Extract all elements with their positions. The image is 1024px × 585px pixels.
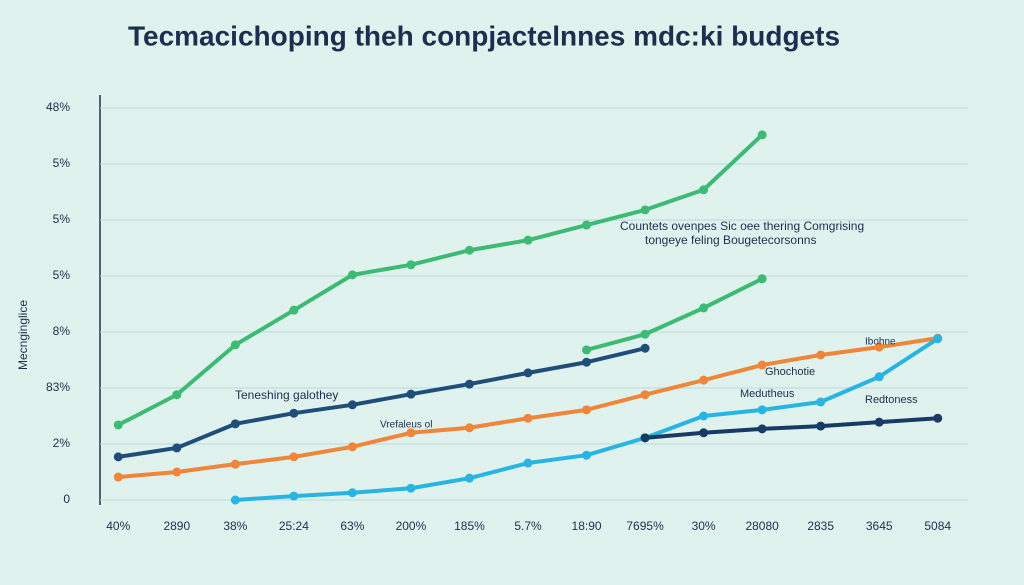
series-line	[116, 132, 765, 427]
annotation: Medutheus	[740, 388, 795, 400]
data-point	[464, 245, 474, 255]
data-point	[582, 345, 592, 355]
data-point	[582, 450, 592, 460]
y-tick-label: 5%	[53, 156, 71, 170]
data-point	[757, 360, 767, 370]
data-point	[874, 342, 884, 352]
x-tick-label: 40%	[106, 519, 130, 533]
data-point	[699, 428, 709, 438]
x-tick-label: 2835	[807, 519, 834, 533]
data-point	[347, 442, 357, 452]
data-point	[230, 340, 240, 350]
annotation: Countets ovenpes Sic oee thering Comgris…	[620, 219, 864, 233]
x-tick-label: 63%	[340, 519, 364, 533]
data-point	[757, 424, 767, 434]
data-point	[230, 459, 240, 469]
data-point	[230, 419, 240, 429]
data-point	[582, 220, 592, 230]
data-point	[113, 472, 123, 482]
data-point	[464, 379, 474, 389]
data-point	[933, 334, 943, 344]
series-line	[116, 346, 648, 459]
data-point	[172, 443, 182, 453]
data-point	[347, 488, 357, 498]
data-point	[699, 303, 709, 313]
data-point	[640, 329, 650, 339]
annotation: Teneshing galothey	[235, 388, 338, 402]
y-tick-label: 8%	[53, 324, 71, 338]
data-point	[523, 235, 533, 245]
data-point	[699, 185, 709, 195]
y-tick-label: 83%	[46, 380, 70, 394]
data-point	[874, 372, 884, 382]
data-point	[699, 411, 709, 421]
x-tick-label: 7695%	[626, 519, 664, 533]
data-point	[816, 350, 826, 360]
x-tick-label: 30%	[692, 519, 716, 533]
x-tick-label: 18:90	[572, 519, 602, 533]
data-point	[406, 428, 416, 438]
data-point	[406, 389, 416, 399]
data-point	[289, 305, 299, 315]
x-tick-label: 3645	[866, 519, 893, 533]
data-point	[172, 467, 182, 477]
x-tick-label: 2890	[163, 519, 190, 533]
annotation: Ibohne	[865, 337, 896, 348]
data-point	[230, 495, 240, 505]
x-tick-label: 200%	[396, 519, 427, 533]
y-tick-label: 5%	[53, 212, 71, 226]
y-tick-label: 48%	[46, 100, 70, 114]
data-point	[640, 433, 650, 443]
x-tick-label: 25:24	[279, 519, 309, 533]
x-tick-label: 5084	[924, 519, 951, 533]
y-tick-label: 2%	[53, 436, 71, 450]
data-point	[816, 397, 826, 407]
data-point	[757, 405, 767, 415]
data-point	[523, 413, 533, 423]
annotation: Vrefaleus ol	[380, 420, 432, 431]
data-point	[464, 423, 474, 433]
data-point	[406, 483, 416, 493]
data-point	[347, 400, 357, 410]
data-point	[172, 390, 182, 400]
data-point	[816, 421, 826, 431]
data-point	[289, 408, 299, 418]
data-point	[523, 368, 533, 378]
y-axis-title: Mecnginglice	[16, 300, 30, 370]
data-point	[699, 375, 709, 385]
annotation: Ghochotie	[765, 366, 815, 378]
data-point	[113, 452, 123, 462]
data-point	[464, 473, 474, 483]
data-point	[523, 458, 533, 468]
annotation: tongeye feling Bougetecorsonns	[645, 233, 816, 247]
series-line	[116, 336, 940, 480]
series-line	[643, 416, 940, 440]
data-point	[289, 452, 299, 462]
data-point	[640, 390, 650, 400]
chart-title: Tecmacichoping theh conpjactelnnes mdc:k…	[128, 20, 840, 51]
y-tick-label: 5%	[53, 268, 71, 282]
annotation: Redtoness	[865, 394, 918, 406]
series-line	[584, 276, 765, 352]
x-tick-label: 38%	[223, 519, 247, 533]
x-tick-label: 28080	[745, 519, 779, 533]
data-point	[289, 491, 299, 501]
x-tick-label: 5.7%	[514, 519, 542, 533]
data-point	[640, 343, 650, 353]
data-point	[113, 420, 123, 430]
data-point	[582, 357, 592, 367]
data-point	[874, 417, 884, 427]
data-point	[406, 260, 416, 270]
data-point	[347, 270, 357, 280]
data-point	[582, 405, 592, 415]
data-point	[757, 274, 767, 284]
data-point	[757, 130, 767, 140]
y-tick-label: 0	[63, 492, 70, 506]
data-point	[640, 205, 650, 215]
x-tick-label: 185%	[454, 519, 485, 533]
data-point	[933, 413, 943, 423]
